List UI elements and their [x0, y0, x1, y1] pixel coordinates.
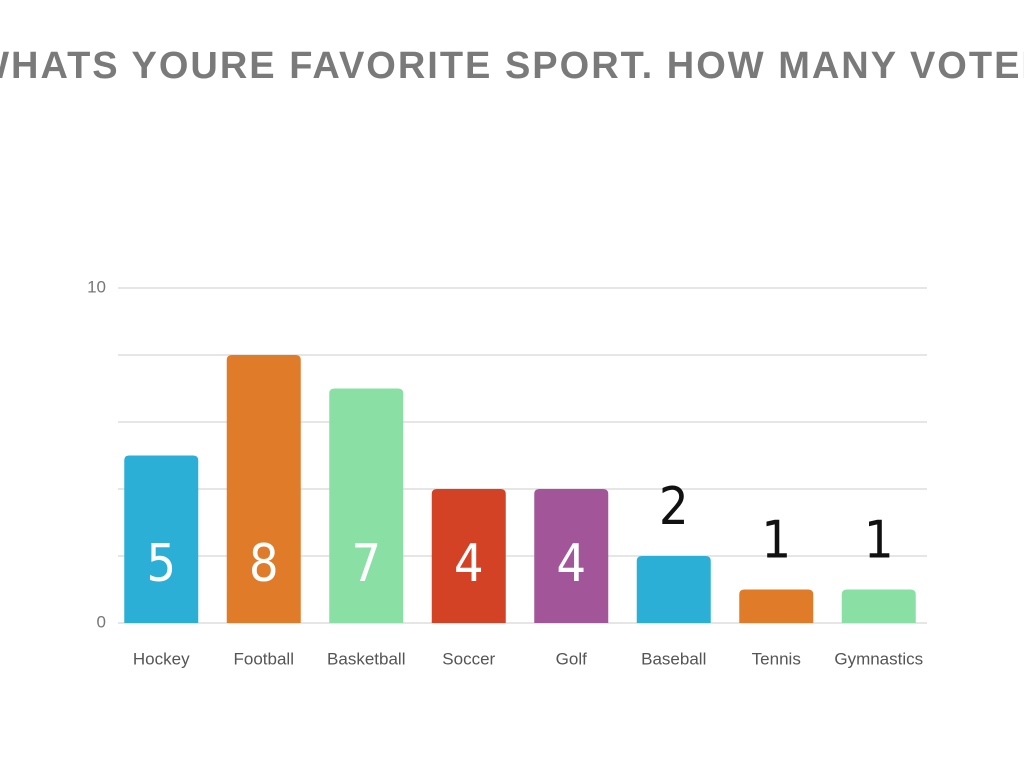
x-tick-label: Football [234, 649, 294, 668]
bar [841, 589, 916, 623]
chart-title: WHATS YOURE FAVORITE SPORT. HOW MANY VOT… [0, 45, 1024, 87]
y-tick-label: 0 [97, 612, 106, 631]
data-label: 5 [146, 534, 176, 594]
x-tick-label: Basketball [327, 649, 405, 668]
bar [636, 556, 711, 623]
bar [431, 489, 506, 623]
x-tick-label: Golf [556, 649, 587, 668]
x-tick-label: Hockey [133, 649, 190, 668]
bar [534, 489, 609, 623]
bar [124, 455, 199, 623]
data-label: 1 [761, 511, 791, 571]
data-label: 7 [351, 534, 381, 594]
bar [329, 388, 404, 623]
data-label: 4 [556, 534, 586, 594]
x-tick-label: Tennis [752, 649, 801, 668]
data-label: 1 [864, 511, 894, 571]
bar [739, 589, 814, 623]
x-tick-label: Gymnastics [834, 649, 923, 668]
data-label: 2 [659, 477, 689, 537]
y-tick-label: 10 [87, 277, 106, 296]
x-tick-label: Baseball [641, 649, 706, 668]
data-label: 8 [249, 534, 279, 594]
x-tick-label: Soccer [442, 649, 495, 668]
data-label: 4 [454, 534, 484, 594]
bar [226, 355, 301, 623]
